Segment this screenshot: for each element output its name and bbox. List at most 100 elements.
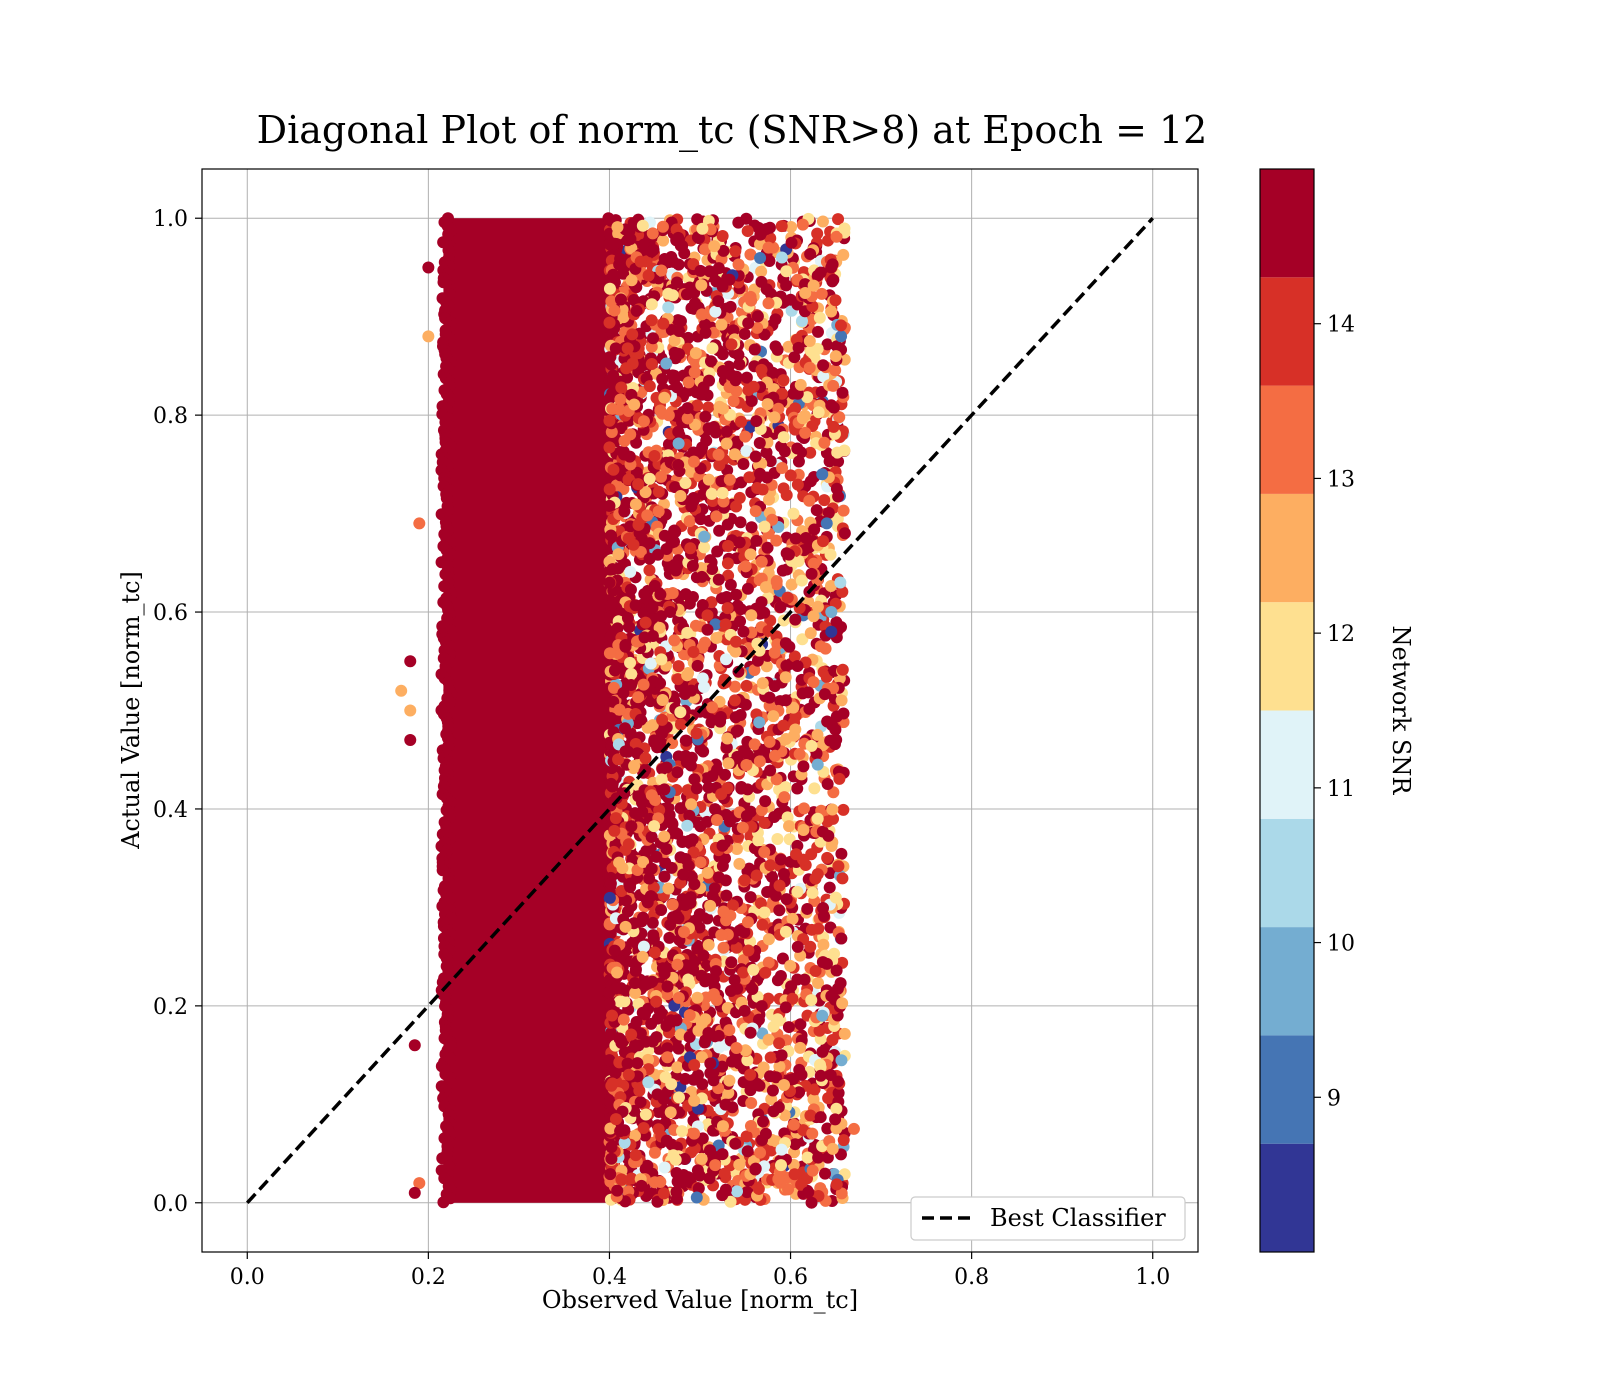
- data-point: [615, 381, 628, 394]
- data-point: [716, 487, 729, 500]
- data-point: [824, 579, 837, 592]
- data-point: [624, 565, 637, 578]
- data-point: [603, 483, 616, 496]
- data-point: [703, 1144, 716, 1157]
- data-point: [422, 261, 435, 274]
- data-point: [762, 241, 775, 254]
- data-point: [713, 459, 726, 472]
- data-point: [811, 227, 824, 240]
- data-point: [689, 297, 702, 310]
- data-point: [787, 507, 800, 520]
- data-point: [709, 305, 722, 318]
- data-point: [408, 1186, 421, 1199]
- data-point: [664, 606, 677, 619]
- data-point: [701, 609, 714, 622]
- data-point: [761, 541, 774, 554]
- data-point: [804, 446, 817, 459]
- data-point: [681, 784, 694, 797]
- data-point: [722, 1086, 735, 1099]
- data-point: [672, 991, 685, 1004]
- data-point: [730, 1041, 743, 1054]
- data-point: [612, 753, 625, 766]
- data-point: [780, 659, 793, 672]
- data-point: [691, 399, 704, 412]
- data-point: [826, 1142, 839, 1155]
- data-point: [618, 1124, 631, 1137]
- data-point: [807, 676, 820, 689]
- data-point: [803, 361, 816, 374]
- data-point: [808, 1083, 821, 1096]
- data-point: [776, 462, 789, 475]
- data-point: [657, 1187, 670, 1200]
- data-point: [766, 870, 779, 883]
- data-point: [746, 982, 759, 995]
- data-point: [655, 610, 668, 623]
- data-point: [723, 1024, 736, 1037]
- data-point: [706, 342, 719, 355]
- y-tick-label: 0.6: [153, 601, 188, 626]
- data-point: [702, 781, 715, 794]
- data-point: [745, 521, 758, 534]
- data-point: [741, 225, 754, 238]
- data-point: [413, 1177, 426, 1190]
- data-point: [744, 1120, 757, 1133]
- data-point: [755, 1000, 768, 1013]
- data-point: [682, 376, 695, 389]
- data-point: [816, 468, 829, 481]
- data-point: [792, 341, 805, 354]
- data-point: [820, 517, 833, 530]
- data-point: [609, 342, 622, 355]
- data-point: [838, 222, 851, 235]
- data-point: [741, 783, 754, 796]
- data-point: [614, 393, 627, 406]
- data-point: [691, 213, 704, 226]
- data-point: [759, 966, 772, 979]
- data-point: [603, 351, 616, 364]
- data-point: [628, 398, 641, 411]
- data-point: [763, 735, 776, 748]
- data-point: [759, 581, 772, 594]
- data-point: [604, 877, 617, 890]
- data-point: [408, 1039, 421, 1052]
- data-point: [656, 1007, 669, 1020]
- data-point: [760, 283, 773, 296]
- data-point: [716, 1120, 729, 1133]
- data-point: [818, 688, 831, 701]
- data-point: [688, 366, 701, 379]
- data-point: [679, 852, 692, 865]
- data-point: [685, 500, 698, 513]
- data-point: [769, 313, 782, 326]
- data-point: [611, 221, 624, 234]
- y-axis-ticks: 0.00.20.40.60.81.0: [153, 207, 202, 1217]
- data-point: [422, 330, 435, 343]
- data-point: [607, 369, 620, 382]
- data-point: [683, 515, 696, 528]
- data-point: [632, 997, 645, 1010]
- data-point: [625, 274, 638, 287]
- data-point: [764, 859, 777, 872]
- data-point: [739, 1044, 752, 1057]
- data-point: [679, 1072, 692, 1085]
- data-point: [753, 1079, 766, 1092]
- data-point: [775, 220, 788, 233]
- data-point: [671, 381, 684, 394]
- data-point: [710, 631, 723, 644]
- colorbar-tick-label: 10: [1327, 932, 1355, 957]
- data-point: [618, 1136, 631, 1149]
- data-point: [760, 660, 773, 673]
- data-point: [605, 598, 618, 611]
- data-point: [755, 363, 768, 376]
- data-point: [682, 973, 695, 986]
- data-point: [629, 498, 642, 511]
- data-point: [797, 1124, 810, 1137]
- data-point: [635, 915, 648, 928]
- data-point: [603, 282, 616, 295]
- data-point: [830, 964, 843, 977]
- data-point: [718, 1167, 731, 1180]
- data-point: [836, 663, 849, 676]
- colorbar-segment: [1260, 927, 1314, 1036]
- data-point: [755, 555, 768, 568]
- data-point: [730, 941, 743, 954]
- data-point: [778, 445, 791, 458]
- data-point: [741, 1186, 754, 1199]
